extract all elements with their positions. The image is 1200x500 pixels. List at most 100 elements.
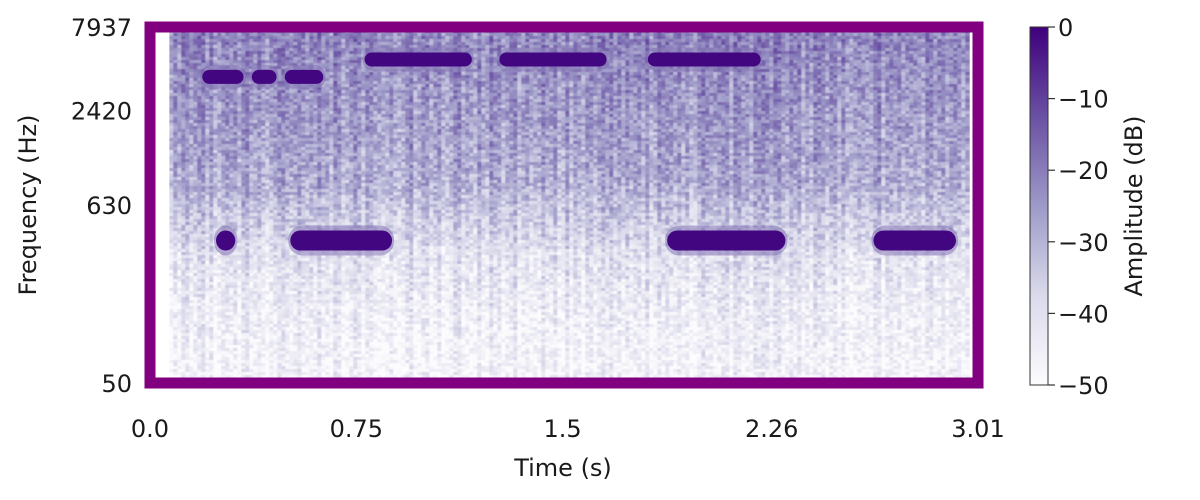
noise-cell [289,198,294,202]
noise-cell [237,96,242,100]
noise-cell [329,372,334,376]
noise-cell [193,270,198,274]
noise-cell [285,330,290,334]
noise-cell [333,339,338,343]
noise-cell [297,168,302,172]
noise-cell [217,63,222,67]
noise-cell [289,108,294,112]
noise-cell [213,102,218,106]
noise-cell [233,303,238,307]
noise-cell [293,150,298,154]
noise-cell [221,336,226,340]
noise-cell [277,276,282,280]
noise-cell [309,63,314,67]
noise-cell [273,192,278,196]
noise-cell [317,201,322,205]
noise-cell [245,66,250,70]
noise-cell [209,51,214,55]
noise-cell [273,105,278,109]
noise-cell [173,348,178,352]
noise-cell [333,51,338,55]
noise-cell [233,111,238,115]
noise-cell [173,294,178,298]
noise-cell [213,312,218,316]
noise-cell [297,162,302,166]
noise-cell [181,201,186,205]
noise-cell [289,285,294,289]
noise-cell [181,306,186,310]
noise-cell [197,45,202,49]
noise-cell [269,363,274,367]
noise-cell [225,309,230,313]
noise-cell [241,189,246,193]
noise-cell [213,162,218,166]
noise-cell [241,42,246,46]
noise-cell [321,216,326,220]
noise-cell [309,309,314,313]
noise-cell [209,123,214,127]
noise-cell [201,147,206,151]
noise-cell [209,333,214,337]
noise-cell [205,129,210,133]
noise-cell [201,354,206,358]
noise-cell [321,348,326,352]
noise-cell [221,159,226,163]
noise-cell [261,255,266,259]
noise-cell [281,207,286,211]
noise-cell [261,153,266,157]
noise-cell [297,369,302,373]
noise-cell [201,201,206,205]
noise-cell [173,282,178,286]
noise-cell [257,330,262,334]
noise-cell [185,66,190,70]
noise-cell [313,147,318,151]
noise-cell [333,177,338,181]
noise-cell [329,336,334,340]
noise-cell [201,255,206,259]
noise-cell [193,141,198,145]
noise-cell [301,279,306,283]
noise-cell [285,246,290,250]
noise-cell [289,141,294,145]
noise-cell [301,345,306,349]
noise-cell [217,315,222,319]
noise-cell [325,105,330,109]
noise-cell [245,108,250,112]
noise-cell [313,273,318,277]
noise-cell [229,120,234,124]
noise-cell [309,306,314,310]
noise-cell [189,138,194,142]
noise-cell [333,303,338,307]
noise-cell [261,108,266,112]
noise-cell [269,246,274,250]
noise-cell [221,102,226,106]
noise-cell [269,192,274,196]
noise-cell [257,63,262,67]
noise-cell [193,240,198,244]
noise-cell [257,333,262,337]
noise-cell [225,201,230,205]
noise-cell [177,327,182,331]
noise-cell [249,183,254,187]
noise-cell [285,213,290,217]
noise-cell [249,273,254,277]
noise-cell [217,114,222,118]
noise-cell [201,234,206,238]
noise-cell [189,333,194,337]
noise-cell [209,270,214,274]
noise-cell [169,60,174,64]
noise-cell [189,105,194,109]
noise-cell [237,360,242,364]
noise-cell [277,51,282,55]
noise-cell [177,354,182,358]
noise-cell [173,318,178,322]
noise-cell [249,369,254,373]
noise-cell [169,189,174,193]
noise-cell [281,297,286,301]
noise-cell [213,186,218,190]
noise-cell [189,351,194,355]
noise-cell [293,186,298,190]
noise-cell [253,204,258,208]
noise-cell [325,66,330,70]
noise-cell [333,33,338,37]
